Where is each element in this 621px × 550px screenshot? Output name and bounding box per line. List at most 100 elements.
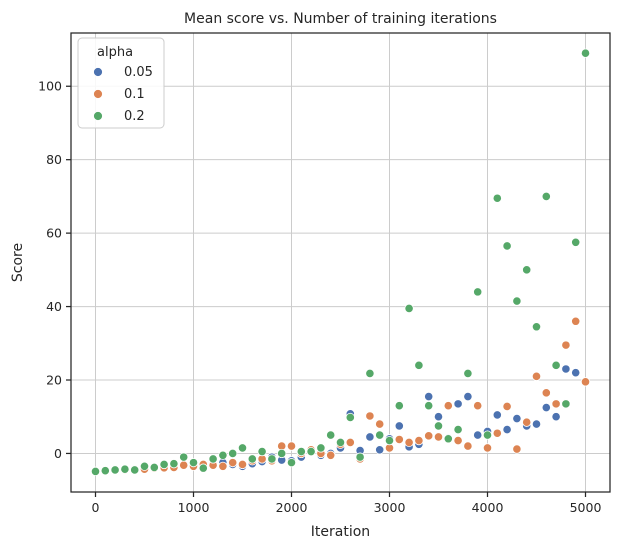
y-tick-label: 20 [46, 373, 62, 388]
data-point [365, 432, 375, 442]
data-point [130, 465, 140, 475]
x-tick-label: 3000 [374, 500, 406, 515]
data-point [286, 458, 297, 468]
data-point [139, 461, 150, 471]
data-point [512, 444, 522, 454]
legend-label: 0.1 [124, 87, 145, 102]
axis-ticks: 0 1000 2000 3000 4000 5000 0 20 40 60 80 100 [38, 79, 601, 515]
data-point [267, 454, 277, 464]
data-point [424, 431, 434, 441]
data-point [424, 401, 434, 411]
data-point [365, 411, 375, 421]
data-point [502, 424, 512, 435]
data-point [443, 434, 453, 444]
data-point [531, 419, 542, 429]
legend-label: 0.2 [124, 109, 145, 124]
data-point [257, 447, 267, 457]
data-point [561, 399, 571, 409]
data-point [188, 458, 199, 468]
legend: alpha 0.05 0.1 0.2 [77, 37, 165, 129]
data-point [551, 399, 561, 409]
data-point [90, 466, 101, 477]
data-point [443, 401, 453, 411]
data-point [345, 412, 355, 423]
data-point [561, 340, 571, 350]
x-tick-label: 4000 [472, 500, 504, 515]
data-point [375, 445, 385, 455]
data-point [296, 447, 306, 457]
data-point [394, 401, 404, 411]
data-point [218, 461, 228, 471]
data-point [551, 412, 561, 422]
legend-marker [93, 67, 103, 77]
legend-label: 0.05 [124, 65, 153, 80]
x-tick-label: 1000 [178, 500, 210, 515]
legend-title: alpha [97, 45, 133, 60]
data-point [326, 430, 336, 440]
data-points [90, 48, 591, 477]
data-point [512, 413, 522, 424]
data-point [277, 448, 287, 459]
data-point [179, 460, 189, 470]
data-point [492, 193, 502, 203]
data-point [541, 402, 551, 413]
data-point [375, 430, 385, 440]
data-point [561, 364, 571, 374]
data-point [512, 296, 522, 306]
data-point [345, 437, 355, 448]
data-point [198, 463, 208, 473]
grid [71, 33, 610, 492]
data-point [482, 443, 493, 453]
data-point [100, 466, 110, 476]
data-point [531, 371, 542, 381]
x-axis-label: Iteration [311, 524, 370, 540]
data-point [433, 432, 444, 442]
legend-items: 0.05 0.1 0.2 [93, 65, 153, 124]
data-point [355, 452, 365, 462]
y-tick-label: 0 [54, 446, 62, 461]
x-tick-label: 0 [92, 500, 100, 515]
data-point [571, 237, 581, 247]
data-point [228, 458, 238, 468]
data-point [541, 191, 551, 202]
legend-marker [93, 89, 103, 99]
data-point [208, 454, 218, 464]
data-point [316, 443, 326, 453]
chart-title: Mean score vs. Number of training iterat… [184, 11, 497, 27]
data-point [335, 437, 346, 448]
data-point [286, 441, 297, 451]
y-tick-label: 60 [46, 226, 62, 241]
data-point [414, 435, 424, 446]
data-point [394, 421, 404, 431]
data-point [571, 316, 581, 326]
data-point [522, 265, 532, 275]
plot-frame [70, 32, 611, 493]
x-tick-label: 2000 [276, 500, 308, 515]
data-point [492, 428, 502, 438]
series-0_2 [90, 48, 591, 477]
data-point [237, 443, 248, 453]
data-point [149, 462, 159, 472]
data-point [482, 430, 493, 440]
data-point [179, 452, 189, 462]
y-tick-label: 40 [46, 299, 62, 314]
data-point [365, 368, 375, 378]
legend-marker [93, 111, 103, 121]
data-point [502, 241, 512, 251]
data-point [247, 454, 257, 464]
data-point [394, 434, 404, 445]
data-point [237, 459, 248, 470]
data-point [571, 368, 581, 378]
data-point [306, 447, 316, 457]
data-point [492, 410, 502, 420]
data-point [453, 435, 463, 446]
data-point [433, 412, 444, 422]
data-point [326, 450, 336, 460]
data-point [463, 391, 473, 402]
data-point [169, 459, 179, 469]
data-point [375, 419, 385, 429]
data-point [473, 401, 483, 411]
data-point [522, 417, 532, 427]
data-point [228, 448, 238, 459]
y-tick-label: 80 [46, 152, 62, 167]
